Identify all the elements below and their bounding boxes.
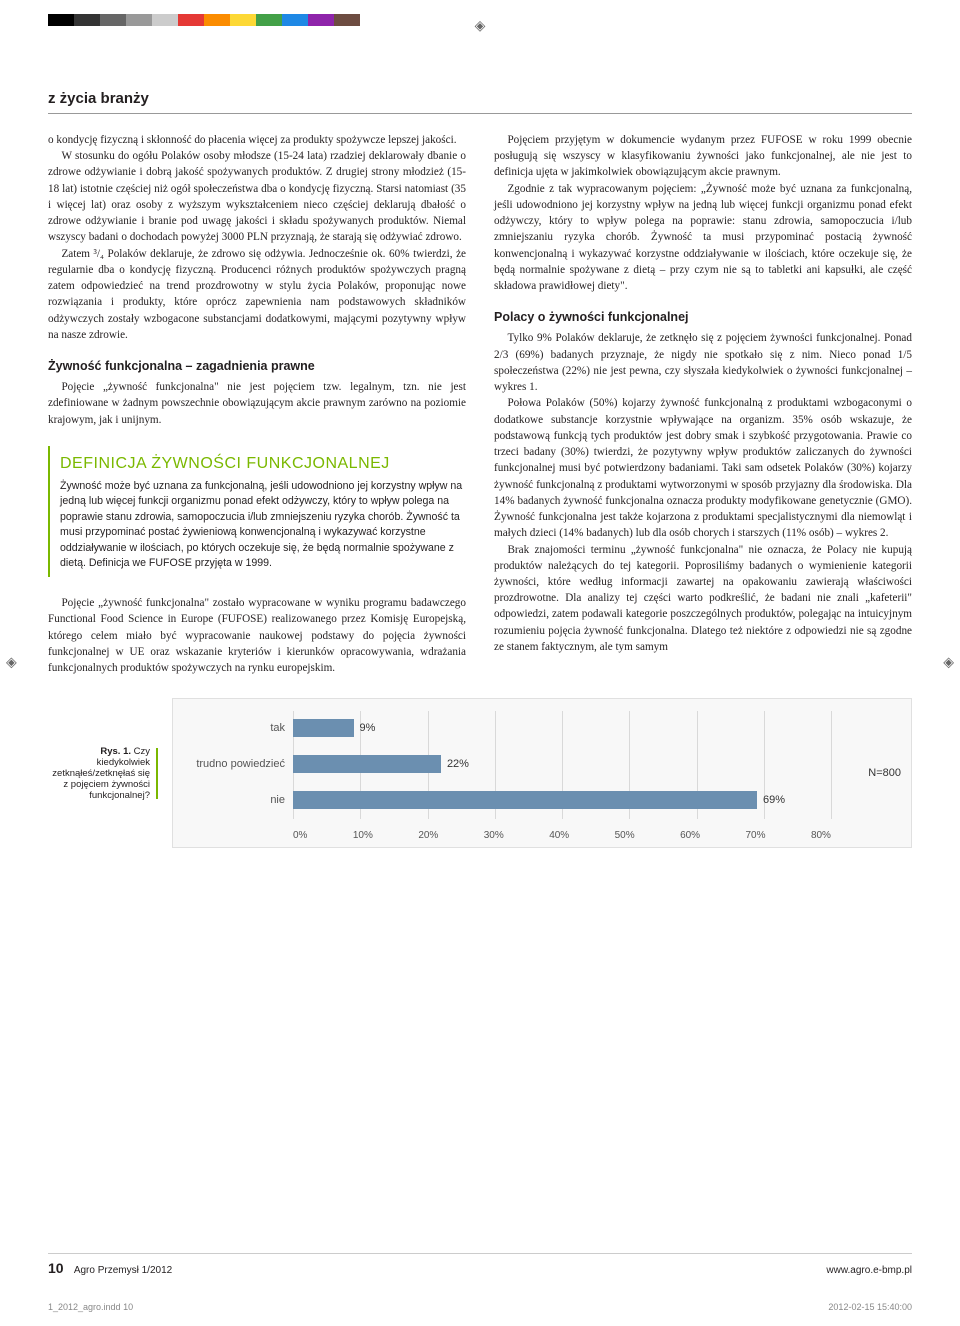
print-color-bar: [48, 14, 360, 26]
body-paragraph: Połowa Polaków (50%) kojarzy żywność fun…: [494, 395, 912, 541]
subheading: Polacy o żywności funkcjonalnej: [494, 308, 912, 326]
chart-bar-row: tak9%: [293, 716, 831, 740]
chart-x-tick: 70%: [746, 830, 766, 841]
body-paragraph: Zatem ³/₄ Polaków deklaruje, że zdrowo s…: [48, 246, 466, 343]
chart-bar: [293, 791, 757, 809]
figure-row: Rys. 1. Czy kiedykolwiek zetknąłeś/zetkn…: [48, 698, 912, 848]
chart-gridline: [831, 711, 832, 819]
chart-x-tick: 0%: [293, 830, 307, 841]
article-columns: o kondycję fizyczną i skłonność do płace…: [48, 132, 912, 676]
footer-left: 10 Agro Przemysł 1/2012: [48, 1260, 172, 1276]
page-number: 10: [48, 1260, 64, 1276]
body-paragraph: W stosunku do ogółu Polaków osoby młodsz…: [48, 148, 466, 245]
chart-category-label: nie: [177, 794, 285, 806]
chart-x-tick: 50%: [615, 830, 635, 841]
registration-mark-icon: ◈: [6, 655, 17, 672]
registration-mark-icon: ◈: [943, 655, 954, 672]
definition-pullout: DEFINICJA ŻYWNOŚCI FUNKCJONALNEJ Żywność…: [48, 446, 466, 577]
chart-category-label: trudno powiedzieć: [177, 758, 285, 770]
chart-n-label: N=800: [868, 767, 901, 779]
chart-x-tick: 20%: [418, 830, 438, 841]
right-column: Pojęciem przyjętym w dokumencie wydanym …: [494, 132, 912, 676]
chart-x-tick: 40%: [549, 830, 569, 841]
chart-category-label: tak: [177, 722, 285, 734]
body-paragraph: Brak znajomości terminu „żywność funkcjo…: [494, 542, 912, 656]
page-footer: 10 Agro Przemysł 1/2012 www.agro.e-bmp.p…: [48, 1253, 912, 1276]
subheading: Żywność funkcjonalna – zagadnienia prawn…: [48, 357, 466, 375]
pullout-body: Żywność może być uznana za funkcjonalną,…: [60, 479, 466, 571]
body-paragraph: o kondycję fizyczną i skłonność do płace…: [48, 132, 466, 148]
chart-value-label: 69%: [763, 794, 785, 806]
chart-x-tick: 80%: [811, 830, 831, 841]
chart-bar: [293, 755, 441, 773]
figure-caption: Rys. 1. Czy kiedykolwiek zetknąłeś/zetkn…: [48, 746, 158, 801]
footer-url: www.agro.e-bmp.pl: [826, 1265, 912, 1276]
chart-bar: [293, 719, 354, 737]
body-paragraph: Pojęcie „żywność funkcjonalna" nie jest …: [48, 379, 466, 428]
print-metadata: 1_2012_agro.indd 10 2012-02-15 15:40:00: [48, 1302, 912, 1312]
chart-x-axis: 0% 10% 20% 30% 40% 50% 60% 70% 80%: [293, 830, 831, 841]
registration-mark-icon: ◈: [475, 18, 486, 35]
chart-value-label: 22%: [447, 758, 469, 770]
figure-number: Rys. 1.: [100, 746, 131, 757]
chart-bar-row: trudno powiedzieć22%: [293, 752, 831, 776]
chart-x-tick: 10%: [353, 830, 373, 841]
journal-name: Agro Przemysł 1/2012: [74, 1265, 172, 1276]
body-paragraph: Pojęciem przyjętym w dokumencie wydanym …: [494, 132, 912, 181]
chart-x-tick: 60%: [680, 830, 700, 841]
chart-x-tick: 30%: [484, 830, 504, 841]
pullout-title: DEFINICJA ŻYWNOŚCI FUNKCJONALNEJ: [60, 452, 466, 475]
body-paragraph: Zgodnie z tak wypracowanym pojęciem: „Ży…: [494, 181, 912, 295]
print-timestamp: 2012-02-15 15:40:00: [828, 1302, 912, 1312]
print-file: 1_2012_agro.indd 10: [48, 1302, 133, 1312]
bar-chart: tak9%trudno powiedzieć22%nie69% 0%10%20%…: [172, 698, 912, 848]
chart-value-label: 9%: [360, 722, 376, 734]
section-tag: z życia branży: [48, 90, 912, 107]
body-paragraph: Pojęcie „żywność funkcjonalna" zostało w…: [48, 595, 466, 676]
chart-bar-row: nie69%: [293, 788, 831, 812]
left-column: o kondycję fizyczną i skłonność do płace…: [48, 132, 466, 676]
chart-plot-area: tak9% trudno powiedzieć22% nie69%: [293, 711, 831, 819]
section-rule: [48, 113, 912, 114]
body-paragraph: Tylko 9% Polaków deklaruje, że zetknęło …: [494, 330, 912, 395]
